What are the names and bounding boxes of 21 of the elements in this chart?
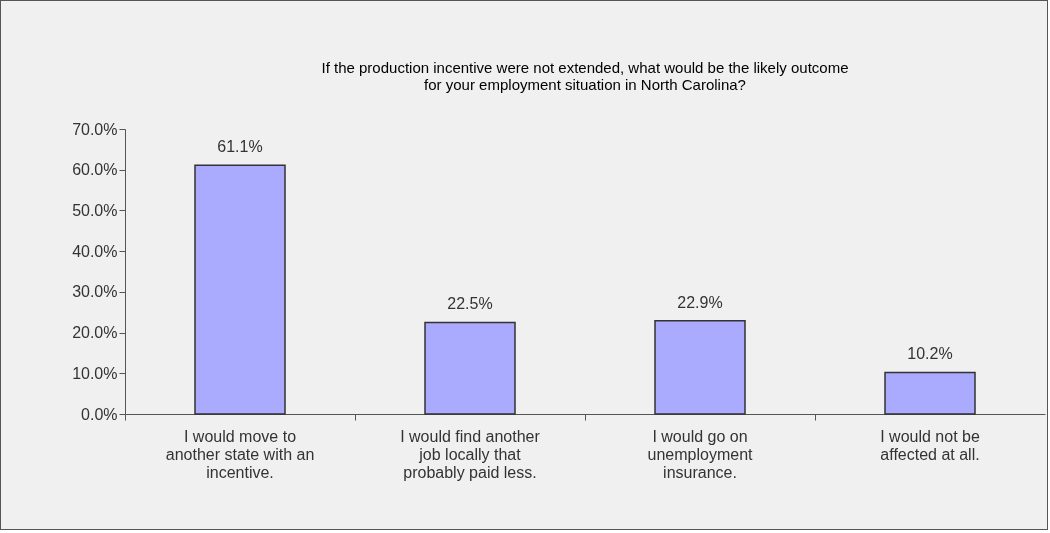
bar: [654, 320, 746, 415]
x-tick-label: I would find another job locally that probably paid less.: [400, 427, 541, 481]
y-tick-label: 0.0%: [81, 405, 118, 423]
x-tick-label: I would not be affected at all.: [880, 427, 980, 463]
y-tick-label: 50.0%: [72, 201, 118, 219]
y-tick-label: 30.0%: [72, 283, 118, 301]
y-tick-label: 40.0%: [72, 242, 118, 260]
y-tick-label: 60.0%: [72, 161, 118, 179]
data-label: 10.2%: [907, 345, 953, 363]
data-label: 22.5%: [447, 295, 493, 313]
data-label: 22.9%: [677, 293, 723, 311]
y-tick-label: 70.0%: [72, 120, 118, 138]
y-tick-label: 10.0%: [72, 364, 118, 382]
x-tick-label: I would move to another state with an incentive.: [165, 427, 315, 481]
x-tick-label: I would go on unemployment insurance.: [647, 427, 754, 481]
bar: [884, 371, 976, 415]
y-tick-label: 20.0%: [72, 324, 118, 342]
data-label: 61.1%: [217, 138, 263, 156]
bar: [194, 164, 286, 415]
bar: [424, 321, 516, 415]
chart-title: If the production incentive were not extended, what would be the likely outcome for your employment situation in North Carolina?: [321, 59, 849, 93]
